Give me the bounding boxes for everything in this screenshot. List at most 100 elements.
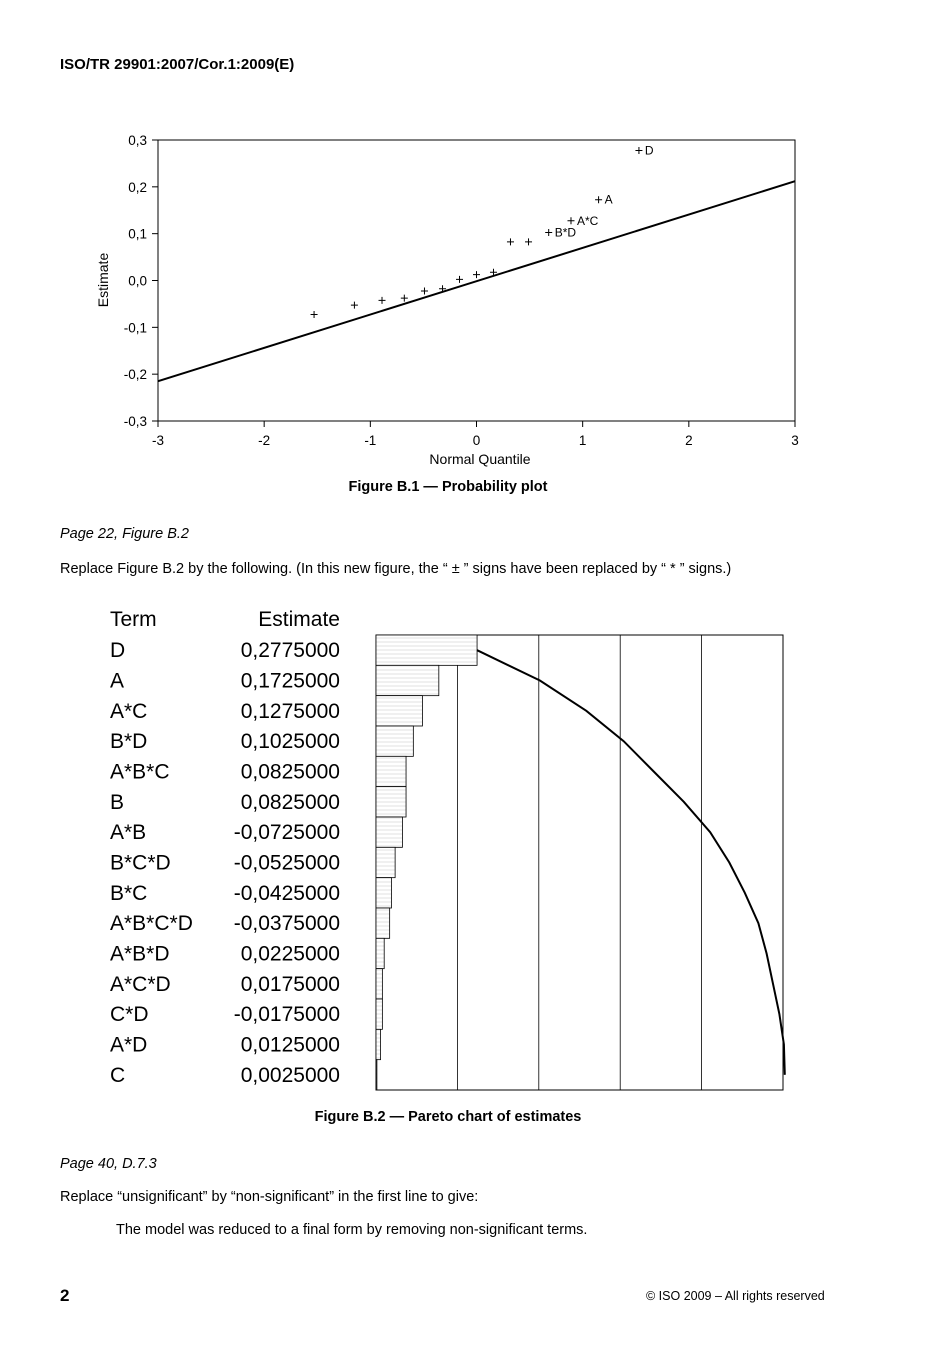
estimate-value: 0,0025000 xyxy=(241,1064,340,1087)
term-label: C*D xyxy=(110,1003,149,1026)
y-tick-label: 0,2 xyxy=(128,180,147,195)
bar xyxy=(375,634,478,666)
bar-frame xyxy=(375,634,784,1091)
bar xyxy=(375,755,407,788)
term-label: A*C*D xyxy=(110,973,171,996)
data-point: D xyxy=(635,144,654,158)
term-label: A*B*C*D xyxy=(110,912,193,935)
bar xyxy=(375,937,385,970)
bar xyxy=(375,998,383,1030)
data-point: A xyxy=(595,193,613,207)
document-header: ISO/TR 29901:2007/Cor.1:2009(E) xyxy=(60,56,295,73)
data-point xyxy=(420,287,428,295)
x-tick-label: 0 xyxy=(473,433,481,448)
bar xyxy=(375,1059,378,1091)
term-label: A*B*C xyxy=(110,761,170,784)
term-row: B*C*D -0,0525000 xyxy=(110,852,340,875)
bar xyxy=(375,877,392,909)
term-label: A*B xyxy=(110,821,146,844)
estimate-value: 0,1025000 xyxy=(241,730,340,753)
data-point xyxy=(439,285,447,293)
term-label: B*D xyxy=(110,730,147,753)
data-point xyxy=(350,301,358,309)
section2-text: Replace “unsignificant” by “non-signific… xyxy=(60,1189,479,1205)
term-row: B 0,0825000 xyxy=(110,791,340,814)
y-tick-label: -0,1 xyxy=(124,320,147,335)
page-number: 2 xyxy=(60,1286,70,1305)
probability-plot: 0,30,20,10,0-0,1-0,2-0,3 -3 -2 -1 0 1 2 3 B*DA… xyxy=(95,133,799,467)
y-tick-label: 0,0 xyxy=(128,274,147,289)
term-row: D 0,2775000 xyxy=(110,639,340,662)
estimate-value: 0,0825000 xyxy=(241,791,340,814)
term-row: B*C -0,0425000 xyxy=(110,882,340,905)
term-row: C 0,0025000 xyxy=(110,1064,340,1087)
y-tick-label: -0,3 xyxy=(124,414,147,429)
figure-b1-caption: Figure B.1 — Probability plot xyxy=(348,479,548,495)
figure-b2-caption: Figure B.2 — Pareto chart of estimates xyxy=(314,1109,582,1125)
term-row: A*C*D 0,0175000 xyxy=(110,973,340,996)
point-label: A*C xyxy=(577,214,599,228)
term-row: C*D -0,0175000 xyxy=(110,1003,340,1026)
term-row: A*B*D 0,0225000 xyxy=(110,943,340,966)
y-axis-label: Estimate xyxy=(95,253,111,308)
bar xyxy=(375,786,407,818)
data-point: B*D xyxy=(545,225,576,239)
x-tick-label: 2 xyxy=(685,433,693,448)
y-tick-label: -0,2 xyxy=(124,367,147,382)
estimate-header: Estimate xyxy=(258,608,340,631)
data-point: A*C xyxy=(567,214,599,228)
bars xyxy=(375,634,478,1091)
x-axis-ticks: -3 -2 -1 0 1 2 3 xyxy=(152,421,799,448)
data-point xyxy=(400,294,408,302)
term-label: D xyxy=(110,639,125,662)
section2-quote: The model was reduced to a final form by… xyxy=(116,1222,588,1238)
estimate-value: -0,0375000 xyxy=(234,912,340,935)
estimate-value: -0,0525000 xyxy=(234,852,340,875)
estimate-value: 0,1725000 xyxy=(241,670,340,693)
term-labels: D 0,2775000 A 0,1725000 A*C 0,1275000 B*D 0,102… xyxy=(110,639,340,1087)
reference-line xyxy=(157,180,796,383)
data-point xyxy=(489,268,497,276)
term-header: Term xyxy=(110,608,157,631)
term-row: A*D 0,0125000 xyxy=(110,1034,340,1057)
estimate-value: 0,2775000 xyxy=(241,639,340,662)
term-row: B*D 0,1025000 xyxy=(110,730,340,753)
data-point xyxy=(525,238,533,246)
term-label: A*D xyxy=(110,1034,147,1057)
term-row: A*B*C*D -0,0375000 xyxy=(110,912,340,935)
point-label: B*D xyxy=(555,225,577,239)
x-tick-label: 3 xyxy=(791,433,799,448)
term-row: A 0,1725000 xyxy=(110,670,340,693)
section2-reference: Page 40, D.7.3 xyxy=(60,1156,157,1172)
x-axis-label: Normal Quantile xyxy=(429,451,530,467)
copyright-notice: © ISO 2009 – All rights reserved xyxy=(646,1289,825,1303)
point-label: D xyxy=(645,144,654,158)
term-label: B xyxy=(110,791,124,814)
data-point xyxy=(378,296,386,304)
estimate-value: 0,0125000 xyxy=(241,1034,340,1057)
term-label: A xyxy=(110,670,124,693)
y-axis-ticks: 0,3 0,2 0,1 0,0 -0,1 -0,2 -0,3 xyxy=(124,133,158,429)
data-point xyxy=(310,310,318,318)
term-label: B*C xyxy=(110,882,147,905)
estimate-value: -0,0425000 xyxy=(234,882,340,905)
x-tick-label: -1 xyxy=(364,433,376,448)
bar xyxy=(375,907,391,939)
bar xyxy=(375,1028,381,1061)
bar xyxy=(375,846,396,879)
term-label: B*C*D xyxy=(110,852,171,875)
point-label: A xyxy=(605,193,613,207)
estimate-value: -0,0175000 xyxy=(234,1003,340,1026)
term-label: A*C xyxy=(110,700,147,723)
bar xyxy=(375,816,403,848)
term-label: C xyxy=(110,1064,125,1087)
bar xyxy=(375,695,423,727)
term-row: A*B*C 0,0825000 xyxy=(110,761,340,784)
x-tick-label: 1 xyxy=(579,433,587,448)
estimate-value: 0,0825000 xyxy=(241,761,340,784)
x-tick-label: -3 xyxy=(152,433,164,448)
data-point xyxy=(456,275,464,283)
bar xyxy=(375,725,414,757)
bar xyxy=(375,664,440,697)
estimate-value: 0,0225000 xyxy=(241,943,340,966)
